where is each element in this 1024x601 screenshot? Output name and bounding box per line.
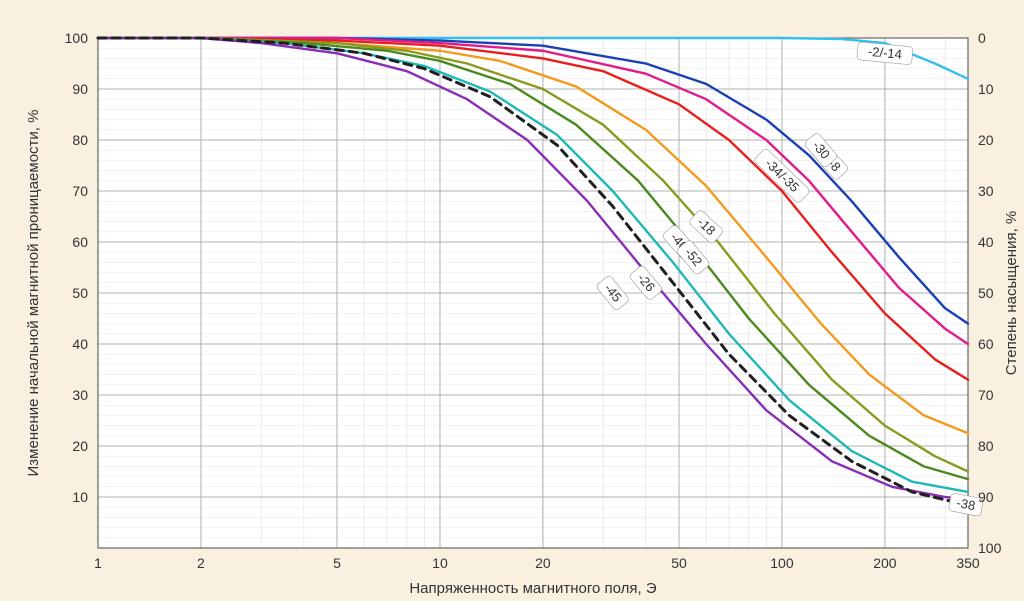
x-tick: 10 (432, 555, 448, 571)
x-tick: 200 (873, 555, 897, 571)
y-right-tick: 30 (978, 183, 994, 199)
y-right-tick: 60 (978, 336, 994, 352)
y-right-axis-label: Степень насыщения, % (1003, 211, 1020, 376)
y-left-tick: 40 (72, 336, 88, 352)
y-left-tick: 100 (65, 30, 89, 46)
y-left-axis-label: Изменение начальной магнитной проницаемо… (25, 110, 42, 477)
x-tick: 350 (956, 555, 980, 571)
x-tick: 1 (94, 555, 102, 571)
x-tick: 2 (197, 555, 205, 571)
x-tick: 50 (671, 555, 687, 571)
permeability-chart: -2/-14-8-30-34/-35-18-40-52-26-45-381251… (0, 0, 1024, 601)
y-right-tick: 70 (978, 387, 994, 403)
y-right-tick: 50 (978, 285, 994, 301)
y-right-tick: 80 (978, 438, 994, 454)
y-right-tick: 40 (978, 234, 994, 250)
y-right-tick: 20 (978, 132, 994, 148)
x-tick: 20 (535, 555, 551, 571)
y-left-tick: 70 (72, 183, 88, 199)
y-left-tick: 50 (72, 285, 88, 301)
y-left-tick: 20 (72, 438, 88, 454)
y-left-tick: 90 (72, 81, 88, 97)
chart-container: -2/-14-8-30-34/-35-18-40-52-26-45-381251… (0, 0, 1024, 601)
y-left-tick: 30 (72, 387, 88, 403)
x-axis-label: Напряженность магнитного поля, Э (409, 580, 657, 597)
y-right-tick: 90 (978, 489, 994, 505)
y-left-tick: 60 (72, 234, 88, 250)
x-tick: 5 (333, 555, 341, 571)
y-right-tick: 0 (978, 30, 986, 46)
y-left-tick: 80 (72, 132, 88, 148)
y-right-tick: 10 (978, 81, 994, 97)
x-tick: 100 (770, 555, 794, 571)
y-right-tick: 100 (978, 540, 1002, 556)
y-left-tick: 10 (72, 489, 88, 505)
